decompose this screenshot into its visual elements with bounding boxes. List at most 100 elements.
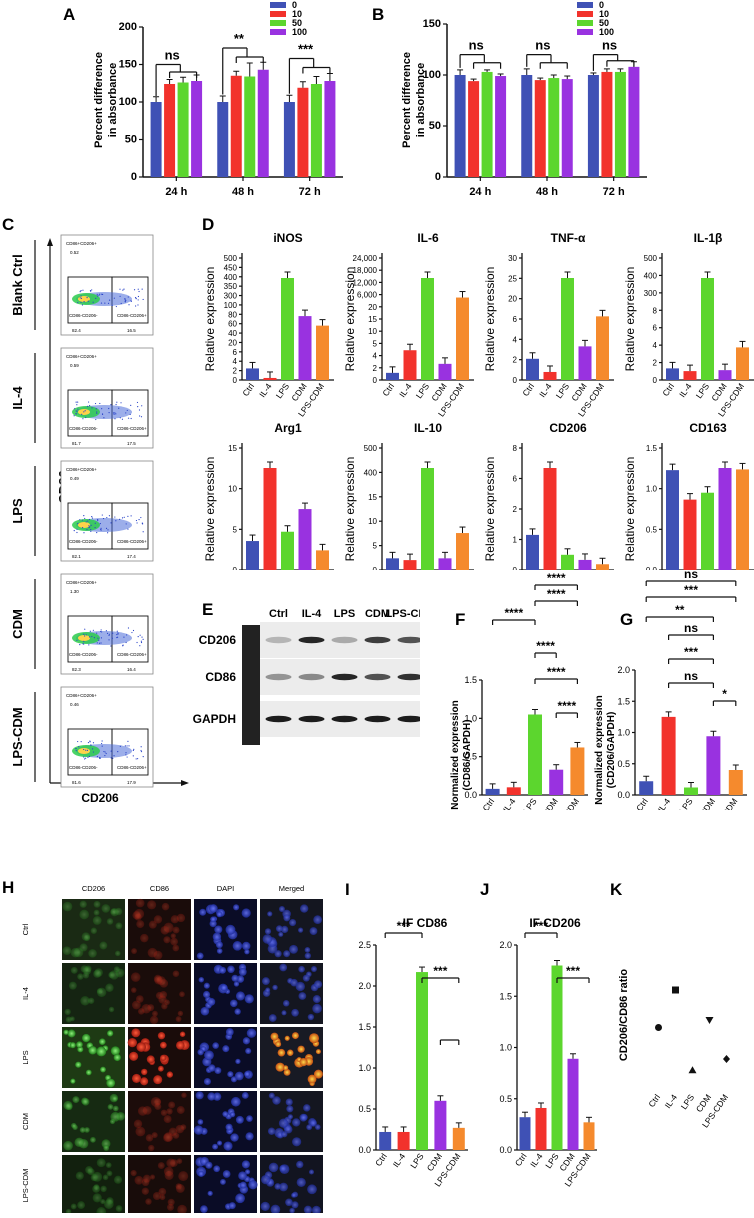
- y-tick-label: 400: [224, 273, 238, 282]
- blot-band: [331, 673, 358, 681]
- y-tick-label: 5: [373, 339, 378, 348]
- y-tick-label: 0.0: [499, 1145, 512, 1155]
- cell: [106, 918, 114, 925]
- plot-frame: [60, 347, 154, 449]
- event: [139, 634, 141, 636]
- x-tick-label: LPS: [521, 796, 539, 810]
- cell: [135, 1126, 146, 1137]
- bar: [684, 787, 698, 795]
- cell: [295, 981, 305, 992]
- event: [140, 640, 142, 642]
- cell: [241, 1092, 249, 1099]
- blot-band: [364, 715, 391, 723]
- cell: [149, 1015, 159, 1025]
- event: [110, 522, 112, 524]
- cell: [267, 1127, 276, 1135]
- cell: [236, 975, 245, 983]
- y-tick-label: 1.0: [499, 1043, 512, 1053]
- axis-arrow: [181, 780, 189, 786]
- cell: [160, 1054, 167, 1061]
- cell: [289, 1207, 295, 1214]
- panel-g: G Normalized expression (CD206/GAPDH) 0.…: [590, 565, 754, 833]
- cell: [163, 1166, 174, 1177]
- y-tick-label: 24,000: [353, 254, 378, 263]
- y-tick-label: 100: [423, 69, 441, 81]
- micrograph: [260, 963, 323, 1024]
- x-tick-label: 24 h: [469, 186, 491, 198]
- panel-f-ylabel-2: (CD86/GAPDH): [462, 719, 473, 790]
- event: [86, 297, 88, 299]
- quadrant-value: 82.4: [72, 328, 81, 333]
- event: [78, 746, 80, 748]
- event: [82, 418, 84, 420]
- event: [77, 408, 79, 410]
- event: [125, 641, 127, 644]
- event: [104, 754, 106, 757]
- y-axis-label: Relative expression: [203, 457, 217, 562]
- cell: [230, 1133, 239, 1142]
- significance-label: ***: [433, 964, 447, 978]
- cell: [70, 1078, 76, 1084]
- micrograph: [260, 1155, 323, 1216]
- event: [127, 528, 129, 530]
- panel-d-letter: D: [202, 215, 214, 234]
- event: [90, 524, 92, 526]
- cell: [106, 1197, 114, 1205]
- cell: [278, 906, 285, 913]
- panel-g-ylabel-2: (CD206/GAPDH): [606, 712, 617, 789]
- y-tick-label: 1.0: [646, 485, 658, 494]
- cell: [63, 1140, 73, 1151]
- event: [115, 413, 117, 415]
- event: [142, 531, 144, 533]
- event: [87, 520, 89, 522]
- event: [127, 515, 129, 517]
- event: [83, 532, 85, 534]
- event: [92, 629, 94, 631]
- cell: [106, 1170, 113, 1177]
- y-tick-label: 1.5: [358, 1022, 371, 1032]
- micrograph: [127, 1027, 191, 1088]
- cell: [150, 1174, 156, 1180]
- bar: [298, 509, 312, 570]
- event: [111, 304, 113, 307]
- cell: [148, 1144, 155, 1152]
- flow-plot: CD86+CD206+ 0.46 CD86-CD206- 81.6 CD86-CD206…: [60, 686, 154, 788]
- axis-arrow: [47, 238, 53, 246]
- cell: [244, 1169, 251, 1175]
- cell: [100, 1185, 107, 1193]
- cell: [233, 981, 240, 987]
- cell: [207, 1092, 216, 1101]
- y-tick-label: 5: [233, 525, 238, 534]
- cell: [286, 1049, 294, 1056]
- event: [113, 755, 115, 757]
- event: [138, 409, 141, 411]
- cell: [222, 1045, 230, 1053]
- y-tick-label: 400: [364, 468, 378, 477]
- bar: [596, 564, 609, 570]
- qpcr-chart: iNOS Relative expression 02462040608010030…: [203, 231, 334, 418]
- cell: [103, 1145, 110, 1151]
- cell: [214, 925, 223, 934]
- event: [91, 517, 94, 519]
- x-tick-label: Ctrl: [373, 1151, 389, 1168]
- event: [139, 645, 141, 647]
- legend-label: 10: [292, 9, 302, 19]
- event: [115, 520, 117, 522]
- event: [88, 644, 90, 646]
- event: [124, 745, 126, 747]
- row-label: Blank Ctrl: [10, 254, 25, 315]
- cell: [241, 908, 251, 918]
- cell: [284, 1125, 293, 1134]
- cell: [88, 949, 97, 958]
- cell: [268, 1092, 275, 1099]
- cell: [88, 1046, 97, 1055]
- event: [100, 637, 103, 639]
- cell: [172, 1132, 180, 1139]
- y-tick-label: 0.5: [464, 752, 477, 762]
- x-tick-label: IL-4: [537, 381, 554, 399]
- event: [116, 630, 118, 632]
- y-tick-label: 0.5: [499, 1094, 512, 1104]
- cell: [274, 950, 282, 958]
- bar: [485, 788, 500, 795]
- y-tick-label: 200: [119, 21, 137, 33]
